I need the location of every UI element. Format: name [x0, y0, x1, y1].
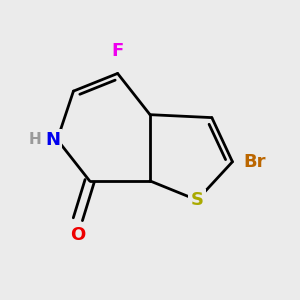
Text: Br: Br: [244, 153, 266, 171]
Text: O: O: [70, 226, 85, 244]
Text: F: F: [112, 42, 124, 60]
Text: N: N: [45, 131, 60, 149]
Text: H: H: [28, 132, 41, 147]
Text: S: S: [190, 191, 204, 209]
